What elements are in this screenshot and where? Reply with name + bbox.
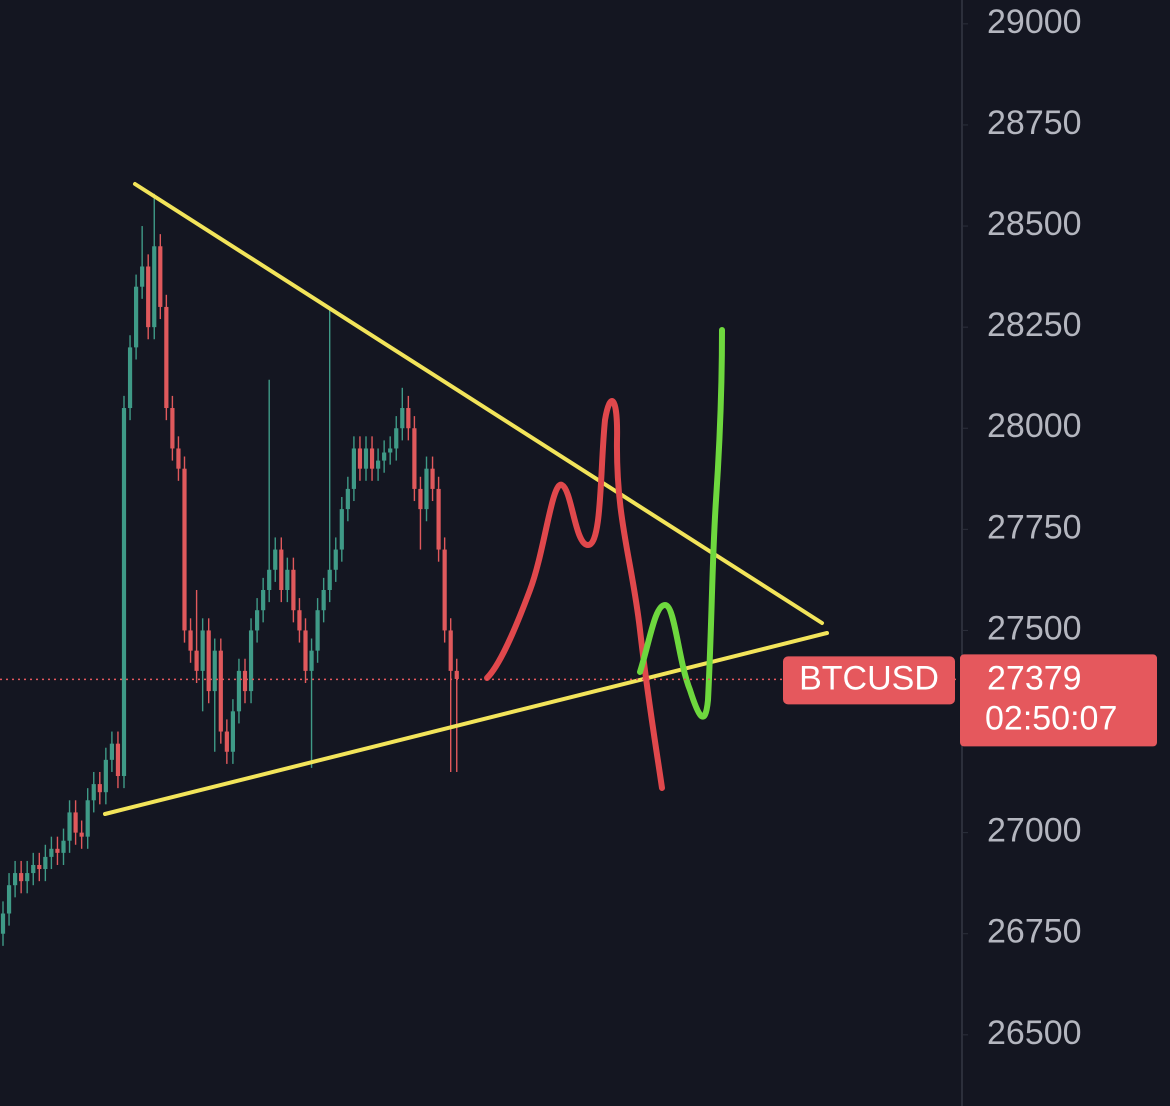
candle-body — [43, 856, 48, 870]
candle-body — [67, 812, 72, 841]
candle-body — [115, 743, 121, 777]
y-tick-label: 29000 — [987, 3, 1082, 41]
candle-body — [424, 468, 429, 510]
candle-body — [418, 488, 423, 510]
candle-body — [412, 428, 417, 489]
drawing-green — [637, 327, 725, 720]
candle-body — [339, 509, 344, 550]
candle-body — [55, 848, 60, 853]
candle-body — [164, 306, 169, 409]
candle-body — [224, 731, 229, 752]
candle-body — [200, 630, 205, 671]
candle-body — [218, 650, 223, 732]
candle-body — [345, 488, 350, 510]
candle-body — [170, 408, 175, 449]
y-tick-label: 28250 — [987, 306, 1082, 344]
candle-body — [333, 549, 338, 570]
candle-body — [255, 610, 260, 631]
candle-body — [85, 800, 90, 837]
candle-body — [388, 448, 393, 453]
y-tick-label: 26750 — [987, 913, 1082, 951]
symbol-badge — [783, 656, 955, 705]
y-tick-label: 27750 — [987, 508, 1082, 546]
last-price-label: 27379 — [987, 659, 1082, 697]
y-tick-label: 28500 — [987, 205, 1082, 243]
candle-body — [176, 448, 181, 469]
candle-body — [436, 488, 441, 550]
candle-body — [212, 650, 217, 692]
candle-body — [121, 408, 127, 777]
candle-body — [188, 630, 193, 651]
candle-body — [134, 286, 139, 348]
candle-body — [37, 864, 42, 870]
symbol-label: BTCUSD — [799, 659, 939, 697]
candle-body — [273, 549, 278, 570]
candle-body — [79, 832, 84, 837]
candle-body — [242, 670, 248, 692]
countdown-label: 02:50:07 — [985, 699, 1117, 737]
candle-body — [309, 650, 314, 671]
candle-body — [454, 670, 459, 679]
candle-body — [73, 812, 78, 833]
candle-body — [303, 630, 308, 671]
y-tick-label: 28000 — [987, 407, 1082, 445]
candle-body — [6, 885, 12, 914]
candle-body — [376, 460, 381, 469]
candles — [0, 193, 459, 946]
candle-body — [140, 266, 145, 287]
candle-body — [394, 428, 399, 449]
candle-body — [321, 590, 326, 611]
candle-body — [194, 650, 199, 671]
candle-body — [430, 468, 435, 489]
candle-body — [49, 848, 54, 857]
candle-body — [182, 468, 187, 631]
price-badge — [960, 654, 1157, 747]
y-tick-label: 28750 — [987, 104, 1082, 142]
y-tick-label: 27000 — [987, 812, 1082, 850]
candle-body — [31, 864, 36, 874]
candle-body — [236, 670, 242, 712]
candle-body — [297, 610, 302, 631]
candle-body — [285, 569, 290, 591]
candle-body — [25, 873, 30, 882]
candle-body — [406, 408, 411, 429]
candle-body — [206, 630, 211, 692]
candle-body — [61, 840, 66, 853]
candle-body — [382, 452, 387, 461]
candle-body — [279, 549, 284, 591]
candle-body — [369, 448, 375, 469]
candle-body — [267, 569, 272, 591]
candle-body — [146, 266, 151, 328]
y-tick-label: 26500 — [987, 1014, 1082, 1052]
candle-body — [442, 549, 447, 631]
candle-body — [91, 784, 96, 801]
candle-body — [109, 743, 114, 760]
candle-body — [248, 630, 254, 692]
candle-body — [448, 630, 453, 671]
candle-body — [230, 711, 235, 752]
candle-body — [13, 873, 18, 886]
candle-body — [0, 913, 6, 934]
candle-body — [351, 448, 356, 489]
candle-body — [152, 246, 157, 328]
candle-body — [97, 784, 102, 793]
candle-body — [363, 448, 369, 469]
drawing-red — [484, 398, 665, 791]
candle-body — [127, 347, 133, 409]
candle-body — [19, 873, 24, 882]
candle-body — [400, 408, 405, 429]
candle-body — [261, 590, 266, 611]
candle-body — [158, 246, 163, 307]
candle-body — [357, 448, 363, 469]
trendline-upper — [133, 182, 824, 625]
candle-body — [315, 610, 320, 651]
candle-body — [327, 569, 332, 591]
candle-body — [291, 569, 296, 611]
y-tick-label: 27500 — [987, 609, 1082, 647]
candle-body — [103, 759, 108, 793]
